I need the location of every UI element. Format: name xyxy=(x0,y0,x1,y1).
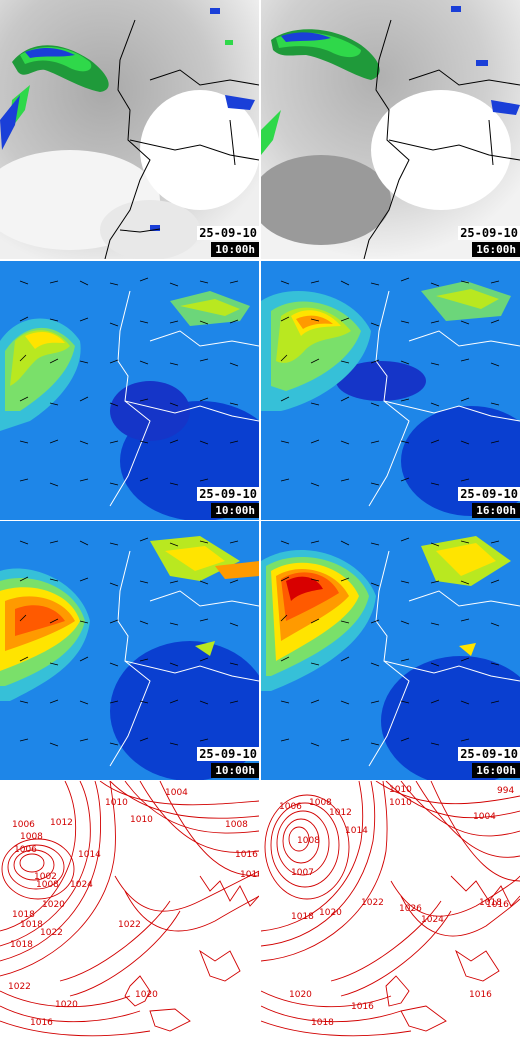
isobar-label: 1026 xyxy=(399,904,422,914)
time-label: 16:00h xyxy=(472,242,520,257)
timestamp: 25-09-10 16:00h xyxy=(458,487,520,518)
isobar-label: 1014 xyxy=(345,826,368,836)
isobar-label: 1012 xyxy=(329,808,352,818)
isobar-label: 1020 xyxy=(289,990,312,1000)
isobar-label: 1010 xyxy=(105,798,128,808)
isobar-label: 1008 xyxy=(297,836,320,846)
isobar-label: 1018 xyxy=(291,912,314,922)
isobar-label: 1020 xyxy=(55,1000,78,1010)
isobar-label: 1012 xyxy=(50,818,73,828)
time-label: 16:00h xyxy=(472,503,520,518)
isobar-label: 1014 xyxy=(78,850,101,860)
wind-panel-b-left: 25-09-10 10:00h xyxy=(0,521,259,780)
date-label: 25-09-10 xyxy=(458,226,520,240)
isobar-label: 1018 xyxy=(311,1018,334,1028)
pressure-panel-right: 1006 1008 1010 1012 1014 1016 1018 1020 … xyxy=(261,781,520,1040)
isobar-label: 1018 xyxy=(12,910,35,920)
isobar-label: 1006 xyxy=(14,845,37,855)
isobar-label: 1024 xyxy=(70,880,93,890)
isobar-label: 1006 xyxy=(279,802,302,812)
timestamp: 25-09-10 10:00h xyxy=(197,747,259,778)
isobar-label: 1004 xyxy=(473,812,496,822)
date-label: 25-09-10 xyxy=(458,487,520,501)
isobar-label: 1016 xyxy=(486,900,509,910)
isobar-label: 1016 xyxy=(30,1018,53,1028)
isobar-label: 1016 xyxy=(469,990,492,1000)
isobar-label: 1016 xyxy=(240,870,259,880)
time-label: 10:00h xyxy=(211,503,259,518)
isobar-label: 1016 xyxy=(351,1002,374,1012)
isobar-label: 1022 xyxy=(8,982,31,992)
timestamp: 25-09-10 10:00h xyxy=(197,226,259,257)
isobar-label: 1008 xyxy=(225,820,248,830)
isobar-label: 1022 xyxy=(118,920,141,930)
wind-panel-a-right: 25-09-10 16:00h xyxy=(261,261,520,520)
wind-panel-b-right: 25-09-10 16:00h xyxy=(261,521,520,780)
time-label: 10:00h xyxy=(211,763,259,778)
satellite-panel-left: 25-09-10 10:00h xyxy=(0,0,259,259)
wind-panel-a-left: 25-09-10 10:00h xyxy=(0,261,259,520)
isobar-label: 1018 xyxy=(10,940,33,950)
isobar-label: 1022 xyxy=(361,898,384,908)
isobar-label: 1010 xyxy=(130,815,153,825)
isobar-label: 1007 xyxy=(291,868,314,878)
isobar-label: 1010 xyxy=(389,798,412,808)
time-label: 16:00h xyxy=(472,763,520,778)
isobar-label: 1016 xyxy=(235,850,258,860)
isobar-label: 1002 xyxy=(34,872,57,882)
isobar-label: 1018 xyxy=(479,898,502,908)
time-label: 10:00h xyxy=(211,242,259,257)
isobar-label: 1004 xyxy=(165,788,188,798)
isobar-label: 1020 xyxy=(135,990,158,1000)
isobar-label: 1020 xyxy=(42,900,65,910)
isobar-label: 1018 xyxy=(20,920,43,930)
pressure-panel-left: 1006 1008 1010 1012 1014 1016 1018 1020 … xyxy=(0,781,259,1040)
date-label: 25-09-10 xyxy=(197,226,259,240)
timestamp: 25-09-10 10:00h xyxy=(197,487,259,518)
date-label: 25-09-10 xyxy=(458,747,520,761)
isobar-label: 1010 xyxy=(389,785,412,795)
isobar-label: 1008 xyxy=(20,832,43,842)
isobar-label: 1020 xyxy=(319,908,342,918)
isobar-label: 1024 xyxy=(421,915,444,925)
isobar-label: 1006 xyxy=(12,820,35,830)
timestamp: 25-09-10 16:00h xyxy=(458,226,520,257)
date-label: 25-09-10 xyxy=(197,747,259,761)
isobar-label: 994 xyxy=(497,786,515,796)
timestamp: 25-09-10 16:00h xyxy=(458,747,520,778)
satellite-panel-right: 25-09-10 16:00h xyxy=(261,0,520,259)
isobar-label: 1022 xyxy=(40,928,63,938)
isobar-label: 1008 xyxy=(309,798,332,808)
date-label: 25-09-10 xyxy=(197,487,259,501)
isobar-label: 1008 xyxy=(36,880,59,890)
